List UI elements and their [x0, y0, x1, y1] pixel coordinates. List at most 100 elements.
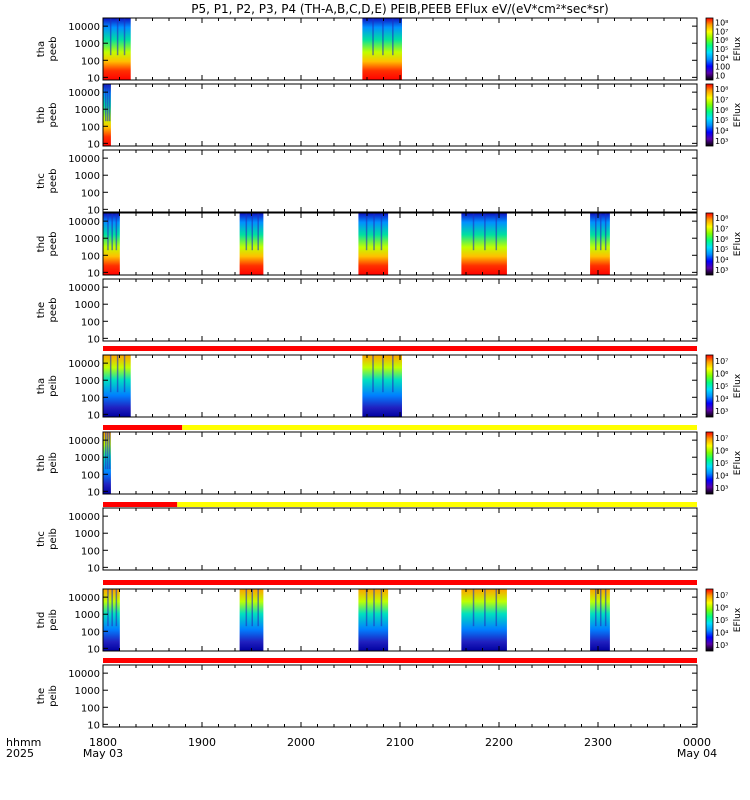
y-tick-label: 10 — [87, 205, 100, 216]
colorbar-tick-label: 10⁵ — [715, 382, 728, 391]
colorbar-tick-label: 100 — [715, 63, 730, 72]
y-axis-label-probe: tha — [36, 378, 47, 394]
colorbar-tick-label: 10⁶ — [715, 36, 728, 45]
y-tick-label: 1000 — [75, 529, 100, 540]
y-tick-label: 1000 — [75, 610, 100, 621]
colorbar-tick-label: 10⁴ — [715, 256, 728, 265]
panel-thd-peib: 10 100 1000 10000 thd peib 10³ 10⁴ 10⁵ 10⁶ 10⁷ EFlu… — [36, 588, 743, 655]
colorbar-tick-label: 10³ — [715, 407, 728, 416]
y-tick-label: 10 — [87, 334, 100, 345]
panel-the-peib: 10 100 1000 10000 the peib — [36, 664, 698, 731]
y-tick-label: 10000 — [68, 154, 100, 165]
colorbar-tick-label: 10³ — [715, 641, 728, 650]
colorbar — [705, 431, 714, 495]
y-tick-label: 10000 — [68, 669, 100, 680]
spectrogram-stripe — [107, 589, 109, 627]
colorbar-tick-label: 10⁶ — [715, 370, 728, 379]
x-tick-label: 1900 — [188, 736, 216, 749]
panel-frame — [102, 83, 698, 147]
colorbar-tick-label: 10⁴ — [715, 471, 728, 480]
panel-thc-peib: 10 100 1000 10000 thc peib — [36, 507, 698, 574]
y-tick-label: 10 — [87, 644, 100, 655]
y-tick-label: 100 — [81, 56, 100, 67]
y-tick-label: 10000 — [68, 593, 100, 604]
y-tick-label: 10000 — [68, 217, 100, 228]
spectrogram-stripe — [484, 213, 486, 251]
y-axis-label-probe: thb — [36, 455, 47, 472]
y-tick-label: 10 — [87, 73, 100, 84]
colorbar-tick-label: 10³ — [715, 266, 728, 275]
y-tick-label: 1000 — [75, 105, 100, 116]
mode-bar — [103, 658, 697, 663]
y-axis-label-product: peib — [48, 685, 59, 707]
x-axis: hhmm 2025 May 03 May 04 1800 1900 2000 2100… — [6, 736, 717, 760]
spectrogram-stripe — [365, 213, 368, 251]
y-tick-label: 10000 — [68, 359, 100, 370]
colorbar-tick-label: 10⁴ — [715, 54, 728, 63]
spectrogram-stripe — [123, 355, 126, 393]
colorbar-tick-label: 10⁶ — [715, 447, 728, 456]
x-axis-date-end: May 04 — [677, 747, 717, 760]
colorbar-unit-label: EFlux — [733, 102, 743, 127]
spectrogram-stripe — [372, 355, 374, 393]
y-tick-label: 1000 — [75, 39, 100, 50]
y-tick-label: 10 — [87, 410, 100, 421]
spectrogram-stripe — [495, 589, 498, 627]
colorbar-tick-label: 10⁴ — [715, 394, 728, 403]
y-axis-label-probe: thb — [36, 107, 47, 124]
mode-bar-segment — [177, 502, 697, 507]
colorbar-tick-label: 10⁴ — [715, 628, 728, 637]
x-tick-label: 2100 — [386, 736, 414, 749]
y-axis-label-probe: the — [36, 302, 47, 318]
spectrogram-stripe — [373, 213, 375, 251]
mode-bar — [103, 580, 697, 585]
mode-bar — [103, 502, 697, 507]
colorbar-tick-label: 10⁶ — [715, 106, 728, 115]
spectrogram-stripe — [115, 213, 118, 251]
colorbar-tick-label: 10⁸ — [715, 214, 728, 223]
y-tick-label: 1000 — [75, 234, 100, 245]
spectrogram-stripe — [380, 213, 383, 251]
y-axis-label-product: peib — [48, 375, 59, 397]
spectrogram-stripe — [472, 589, 475, 627]
y-tick-label: 100 — [81, 122, 100, 133]
y-axis-label-product: peeb — [48, 232, 59, 257]
spectrogram-stripe — [372, 18, 374, 56]
spectrogram-stripe — [251, 213, 253, 251]
panel-the-peeb: 10 100 1000 10000 the peeb — [36, 278, 698, 345]
spectrogram-stripe — [108, 432, 111, 470]
spectrogram-stripe — [472, 213, 475, 251]
spectrogram-stripe — [392, 355, 394, 393]
mode-bar — [103, 425, 697, 430]
y-axis-label-product: peeb — [48, 169, 59, 194]
y-tick-label: 10000 — [68, 436, 100, 447]
spectrogram-stripe — [495, 213, 498, 251]
colorbar — [705, 354, 714, 418]
colorbar-tick-label: 10⁶ — [715, 604, 728, 613]
figure-title: P5, P1, P2, P3, P4 (TH-A,B,C,D,E) PEIB,P… — [191, 2, 608, 16]
colorbar-tick-label: 10⁴ — [715, 127, 728, 136]
y-tick-label: 10000 — [68, 22, 100, 33]
mode-bar-segment — [182, 425, 697, 430]
colorbar-tick-label: 10⁷ — [715, 27, 728, 36]
y-tick-label: 10 — [87, 563, 100, 574]
y-tick-label: 10000 — [68, 88, 100, 99]
colorbar — [705, 212, 714, 276]
y-tick-label: 10 — [87, 720, 100, 731]
spectrogram-stripe — [107, 213, 109, 251]
colorbar-tick-label: 10⁷ — [715, 591, 728, 600]
spectrogram-stripe — [595, 589, 597, 627]
y-axis-label-probe: thd — [36, 612, 47, 629]
x-axis-row2-label: 2025 — [6, 747, 34, 760]
panel-thc-peeb: 10 100 1000 10000 thc peeb — [36, 149, 698, 216]
mode-bar-segment — [103, 346, 697, 351]
colorbar-tick-label: 10³ — [715, 484, 728, 493]
spectrogram-stripe — [115, 589, 118, 627]
y-tick-label: 100 — [81, 317, 100, 328]
panel-thb-peib: 10 100 1000 10000 thb peib 10³ 10⁴ 10⁵ 10⁶ 10⁷ EFlu… — [36, 431, 743, 498]
mode-bar-segment — [103, 502, 178, 507]
y-tick-label: 1000 — [75, 686, 100, 697]
